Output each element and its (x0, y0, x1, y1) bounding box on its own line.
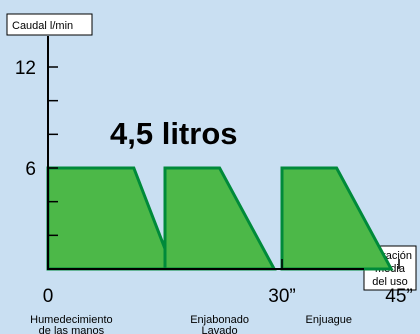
axes (47, 36, 364, 270)
phase-label: Enjabonado (190, 314, 249, 326)
y-axis-label-text: Caudal l/min (12, 20, 73, 32)
flow-area-3 (280, 166, 394, 271)
phase-label: de las manos (39, 325, 105, 334)
flow-area-2 (163, 166, 277, 271)
phase-label: Lavado (202, 325, 238, 334)
x-axis-label-line-3: del uso (372, 276, 407, 288)
phase-label: Enjuague (306, 314, 353, 326)
phase-label: Humedecimiento (30, 314, 113, 326)
y-tick-label: 12 (15, 58, 36, 79)
y-axis-label-box (6, 13, 93, 36)
x-tick-label: 30” (268, 286, 295, 307)
volume-annotation: 4,5 litros (110, 116, 238, 151)
x-tick-label: 45” (385, 286, 412, 307)
flow-area-1 (46, 166, 175, 271)
y-tick-label: 6 (25, 159, 36, 180)
y-axis-label: Caudal l/min (6, 13, 93, 36)
flow-areas (46, 166, 394, 271)
x-tick-label: 0 (43, 286, 54, 307)
